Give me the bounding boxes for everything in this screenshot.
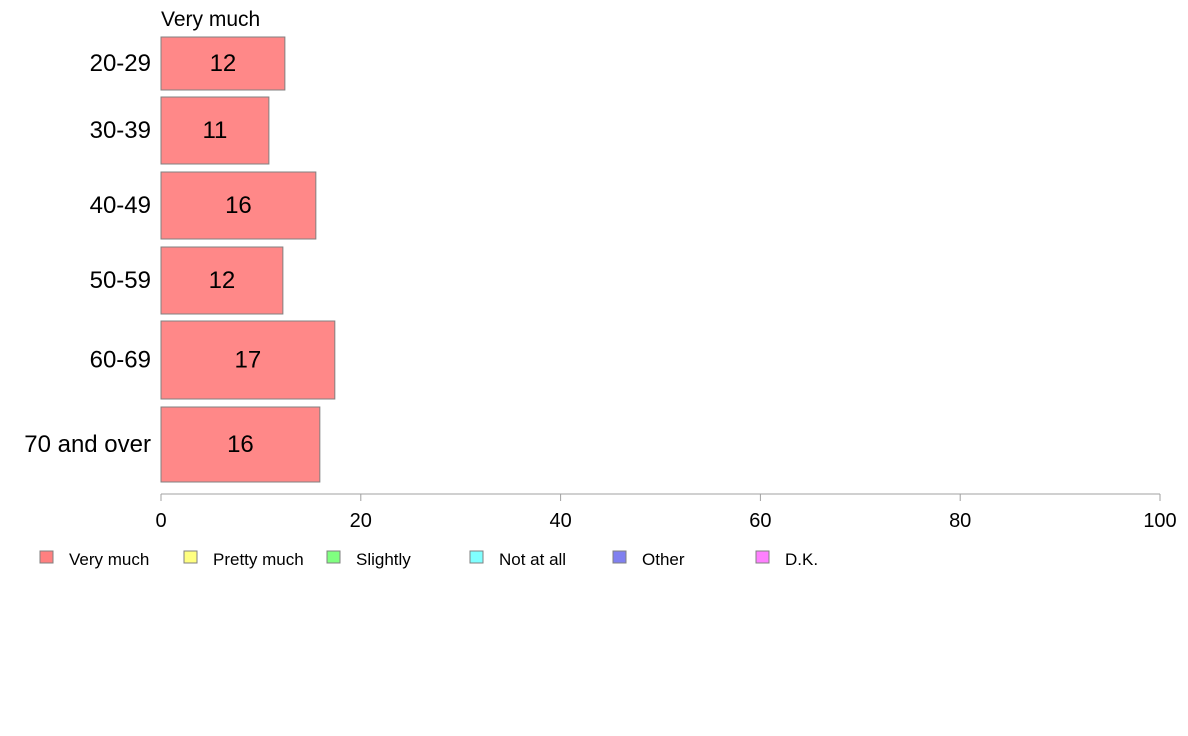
- x-tick-label: 40: [549, 510, 571, 532]
- legend: Very much Pretty much Slightly Not at all Ot…: [39, 550, 818, 569]
- bar: [160, 96, 270, 165]
- bar: [160, 36, 286, 91]
- bar-value-label: 16: [225, 192, 252, 219]
- x-tick-label: 20: [350, 510, 372, 532]
- legend-label: Not at all: [499, 550, 566, 569]
- legend-swatch: [469, 550, 484, 564]
- bar-value-label: 12: [210, 50, 237, 77]
- legend-swatch: [326, 550, 341, 564]
- bar-value-label: 16: [227, 431, 254, 458]
- category-label: 20-29: [90, 50, 151, 77]
- category-label: 50-59: [90, 267, 151, 294]
- category-label: 60-69: [90, 347, 151, 374]
- bar: [160, 171, 317, 240]
- category-label: 40-49: [90, 192, 151, 219]
- x-tick-label: 60: [749, 510, 771, 532]
- bar-value-label: 11: [202, 117, 227, 144]
- bar-value-label: 17: [235, 347, 262, 374]
- legend-label: Pretty much: [213, 550, 304, 569]
- x-tick-label: 100: [1143, 510, 1176, 532]
- x-tick-label: 80: [949, 510, 971, 532]
- bars-group: 20-29 12 30-39 11 40-49 16 50-59 12 60-69 17 70 an…: [24, 36, 336, 483]
- x-axis: 0 20 40 60 80 100: [155, 493, 1177, 532]
- legend-label: Very much: [69, 550, 149, 569]
- legend-swatch: [39, 550, 54, 564]
- legend-label: Slightly: [356, 550, 411, 569]
- legend-swatch: [183, 550, 198, 564]
- legend-label: D.K.: [785, 550, 818, 569]
- x-tick-label: 0: [155, 510, 166, 532]
- bar: [160, 406, 321, 483]
- legend-swatch: [755, 550, 770, 564]
- legend-label: Other: [642, 550, 685, 569]
- bar: [160, 246, 284, 315]
- series-title: Very much: [161, 8, 260, 31]
- category-label: 70 and over: [24, 431, 151, 458]
- category-label: 30-39: [90, 117, 151, 144]
- bar-value-label: 12: [209, 267, 236, 294]
- bar: [160, 320, 336, 400]
- legend-swatch: [612, 550, 627, 564]
